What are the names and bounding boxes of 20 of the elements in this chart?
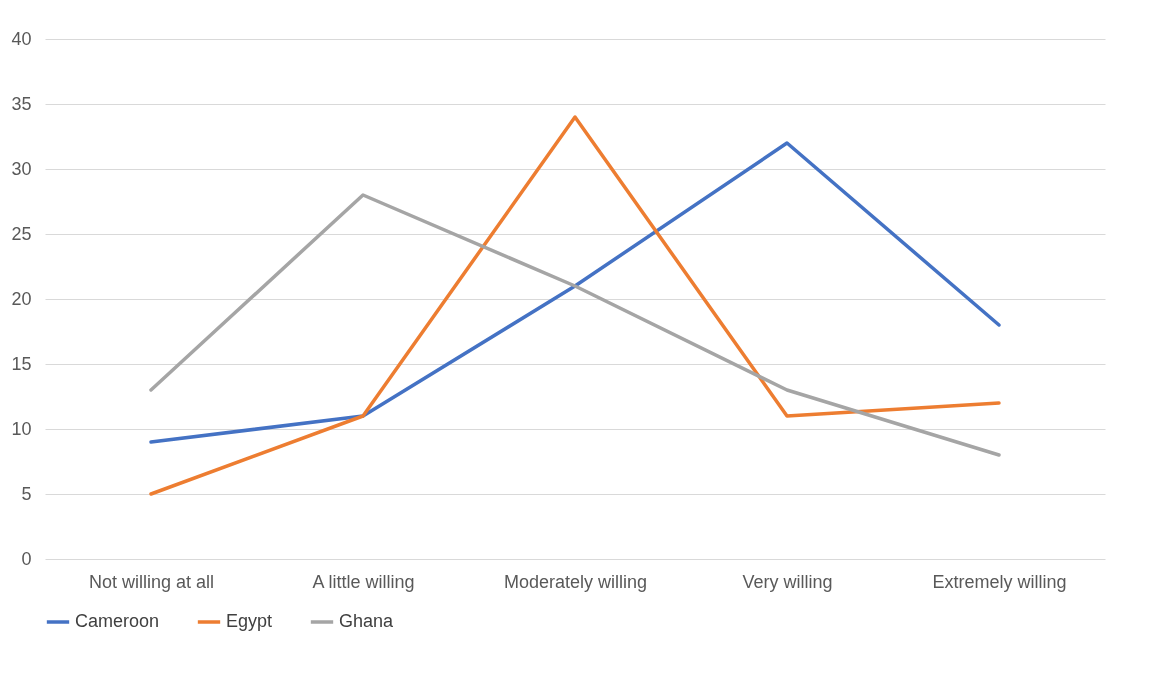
y-tick-label: 5 — [21, 483, 32, 504]
legend-label: Ghana — [339, 611, 395, 631]
x-tick-label: A little willing — [312, 571, 415, 592]
line-series — [149, 193, 1001, 457]
line-series — [149, 115, 1001, 496]
y-tick-label: 0 — [21, 548, 32, 569]
legend-label: Cameroon — [75, 611, 160, 631]
x-tick-label: Moderately willing — [503, 571, 648, 592]
y-tick-label: 40 — [11, 28, 32, 49]
x-tick-label: Extremely willing — [932, 571, 1067, 592]
y-tick-label: 30 — [11, 158, 32, 179]
y-tick-label: 35 — [11, 93, 32, 114]
y-tick-label: 10 — [11, 418, 32, 439]
line-series — [149, 141, 1001, 444]
legend-label: Egypt — [226, 611, 273, 631]
y-tick-label: 25 — [11, 223, 32, 244]
y-tick-label: 20 — [11, 288, 32, 309]
x-tick-label: Not willing at all — [88, 571, 215, 592]
x-tick-label: Very willing — [742, 571, 833, 592]
y-tick-label: 15 — [11, 353, 32, 374]
